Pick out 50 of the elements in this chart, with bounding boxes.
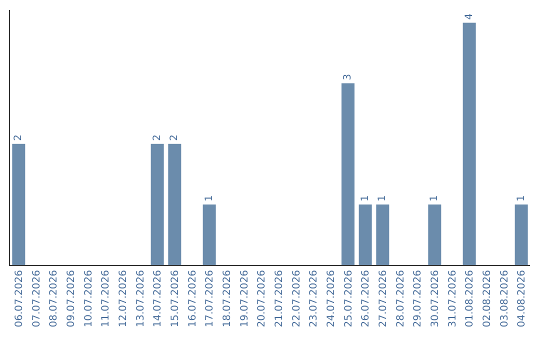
data-label: 1 — [204, 195, 215, 202]
x-tick-label: 25.07.2026 — [343, 270, 354, 328]
bar — [462, 22, 476, 265]
data-label: 1 — [516, 195, 527, 202]
data-label: 4 — [464, 13, 475, 20]
x-tick-label: 30.07.2026 — [430, 270, 441, 328]
x-tick-label: 31.07.2026 — [447, 270, 458, 328]
data-label: 2 — [13, 134, 24, 141]
bar — [428, 204, 442, 265]
bar — [150, 144, 164, 265]
x-tick-label: 29.07.2026 — [412, 270, 424, 328]
x-tick-label: 27.07.2026 — [378, 270, 389, 328]
data-label: 2 — [152, 134, 163, 141]
x-tick-label: 13.07.2026 — [135, 270, 146, 328]
x-tick-label: 24.07.2026 — [326, 270, 337, 328]
x-tick-label: 12.07.2026 — [118, 270, 129, 328]
x-tick-label: 09.07.2026 — [66, 270, 77, 328]
bar — [358, 204, 372, 265]
x-tick-label: 02.08.2026 — [482, 270, 493, 328]
x-tick-label: 03.08.2026 — [499, 270, 510, 328]
x-tick-label: 26.07.2026 — [360, 270, 372, 328]
x-tick-label: 06.07.2026 — [14, 270, 25, 328]
data-label: 1 — [429, 195, 440, 202]
data-label: 1 — [377, 195, 388, 202]
x-tick-label: 17.07.2026 — [204, 270, 216, 328]
data-label: 3 — [342, 74, 354, 80]
x-tick-label: 10.07.2026 — [83, 270, 94, 328]
bar — [202, 204, 216, 265]
x-tick-label: 20.07.2026 — [256, 270, 268, 328]
x-tick-label: 11.07.2026 — [100, 270, 112, 328]
data-label: 1 — [360, 195, 371, 202]
x-tick-label: 07.07.2026 — [31, 270, 42, 328]
x-tick-label: 15.07.2026 — [170, 270, 181, 328]
bar — [342, 83, 354, 265]
x-tick-label: 21.07.2026 — [274, 270, 285, 328]
bar — [514, 204, 528, 265]
x-tick-label: 19.07.2026 — [239, 270, 250, 328]
x-tick-label: 28.07.2026 — [395, 270, 406, 328]
x-tick-label: 18.07.2026 — [222, 270, 233, 328]
x-tick-label: 22.07.2026 — [291, 270, 302, 328]
x-tick-label: 04.08.2026 — [516, 270, 528, 328]
x-tick-label: 08.07.2026 — [48, 270, 60, 328]
bar — [376, 204, 390, 265]
bar — [168, 144, 182, 265]
bar — [12, 144, 26, 265]
x-tick-label: 23.07.2026 — [308, 270, 320, 328]
x-tick-label: 16.07.2026 — [187, 270, 198, 328]
x-tick-label: 14.07.2026 — [152, 270, 164, 328]
data-label: 2 — [169, 134, 180, 141]
x-tick-label: 01.08.2026 — [464, 270, 476, 328]
